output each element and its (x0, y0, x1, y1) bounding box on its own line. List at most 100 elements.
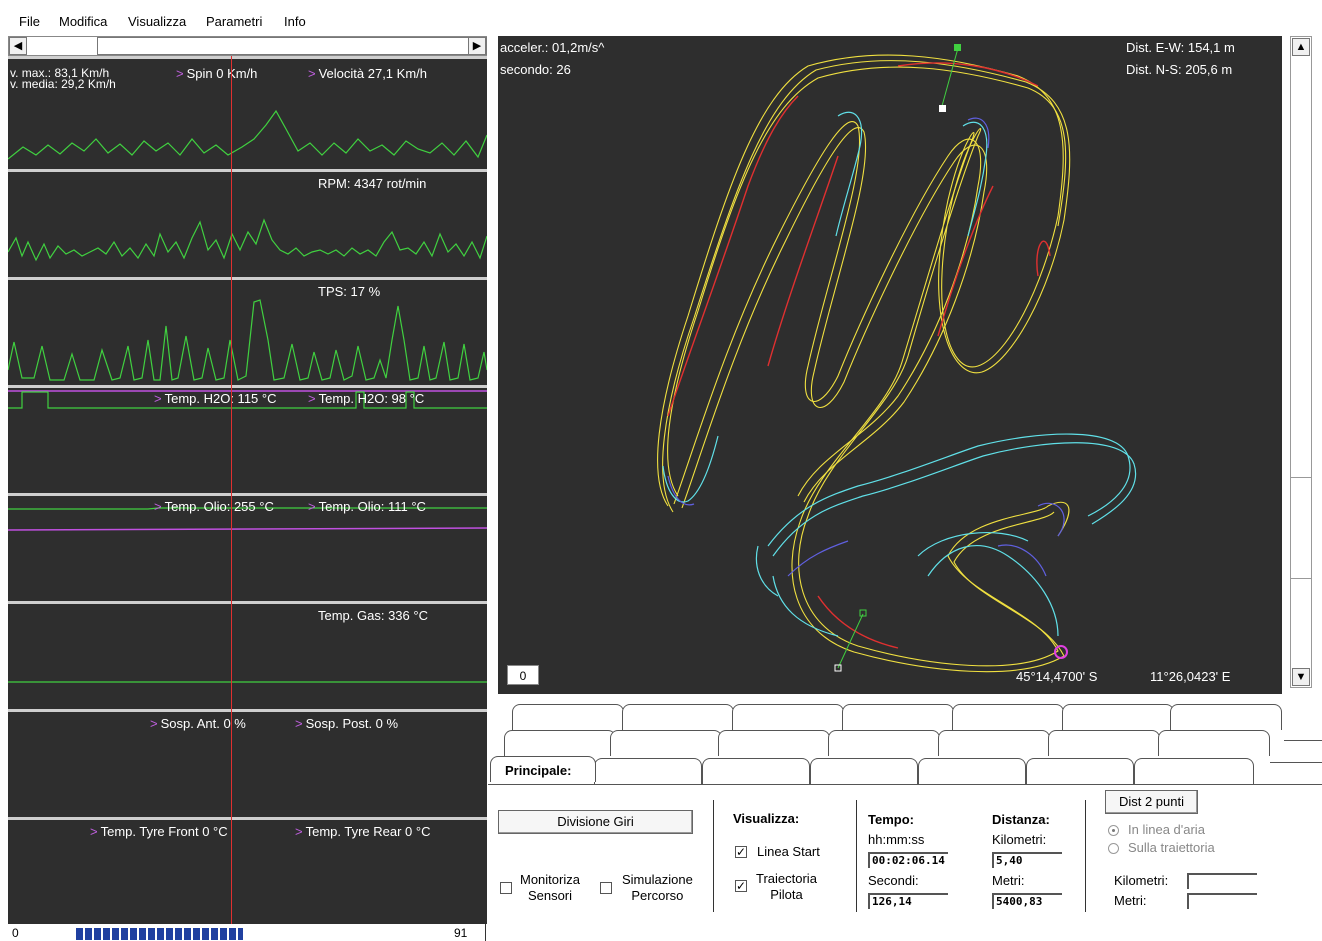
tab[interactable] (504, 730, 616, 756)
tab[interactable] (828, 730, 940, 756)
menu-info[interactable]: Info (284, 14, 306, 29)
metri-label: Metri: (992, 873, 1025, 888)
tab[interactable] (918, 758, 1026, 784)
sosp-panel: > Sosp. Ant. 0 % > Sosp. Post. 0 % (8, 709, 487, 817)
monitorizza-label: Monitoriza Sensori (520, 872, 580, 903)
in-linea-radio[interactable] (1108, 825, 1119, 836)
simulazione-checkbox[interactable] (600, 882, 612, 894)
horizontal-scrollbar[interactable]: ◀ ▶ (8, 36, 487, 56)
secondi-label: Secondi: (868, 873, 919, 888)
vmedia-label: v. media: 29,2 Km/h (10, 77, 116, 91)
tps-panel: TPS: 17 % (8, 277, 487, 385)
dist-ew-readout: Dist. E-W: 154,1 m (1126, 40, 1235, 55)
h2o-label-a: > Temp. H2O: 115 °C (154, 391, 277, 406)
sulla-radio[interactable] (1108, 843, 1119, 854)
timeline-progress[interactable] (76, 928, 410, 940)
dist-2-punti-button[interactable]: Dist 2 punti (1105, 790, 1198, 814)
kilometri2-label: Kilometri: (1114, 873, 1169, 888)
simulazione-label: Simulazione Percorso (622, 872, 693, 903)
vscroll-thumb[interactable] (1291, 477, 1311, 579)
speed-panel: v. max.: 83,1 Km/h v. media: 29,2 Km/h >… (8, 56, 487, 169)
linea-start-checkbox[interactable]: ✓ (735, 845, 747, 859)
menu-parametri[interactable]: Parametri (206, 14, 263, 29)
sosp-label-b: > Sosp. Post. 0 % (295, 716, 399, 731)
tab-strip: Principale: (488, 704, 1322, 785)
tab[interactable] (1134, 758, 1254, 784)
tab[interactable] (732, 704, 844, 730)
timeline-end: 91 (454, 926, 468, 940)
olio-label-b: > Temp. Olio: 111 °C (308, 499, 426, 514)
track-trace (657, 44, 1137, 673)
kilometri2-field[interactable] (1187, 873, 1257, 889)
hhmmss-label: hh:mm:ss (868, 832, 925, 847)
metri-field[interactable]: 5400,83 (992, 893, 1062, 909)
divider (856, 800, 857, 912)
gas-signal (8, 681, 487, 683)
kilometri-label: Kilometri: (992, 832, 1047, 847)
scrollbar-thumb[interactable] (97, 37, 487, 55)
tab[interactable] (1158, 730, 1270, 756)
tab[interactable] (1048, 730, 1160, 756)
tab[interactable] (842, 704, 954, 730)
dist-ns-readout: Dist. N-S: 205,6 m (1126, 62, 1233, 77)
tab[interactable] (938, 730, 1050, 756)
menu-modifica[interactable]: Modifica (59, 14, 108, 29)
divider (713, 800, 714, 912)
secondo-readout: secondo: 26 (500, 62, 571, 77)
tab[interactable] (1062, 704, 1174, 730)
time-cursor[interactable] (231, 56, 232, 924)
tempo-heading: Tempo: (868, 812, 914, 827)
olio-label-a: > Temp. Olio: 255 °C (154, 499, 274, 514)
km-field[interactable]: 5,40 (992, 852, 1062, 868)
gas-panel: Temp. Gas: 336 °C (8, 601, 487, 709)
tab[interactable] (702, 758, 810, 784)
menu-bar: File Modifica Visualizza Parametri Info (0, 0, 1322, 34)
tab[interactable] (1026, 758, 1134, 784)
scroll-left-button[interactable]: ◀ (9, 37, 27, 55)
tyre-panel: > Temp. Tyre Front 0 °C > Temp. Tyre Rear … (8, 817, 487, 924)
tab-principale[interactable]: Principale: (490, 756, 596, 782)
track-map[interactable]: acceler.: 01,2m/s^ secondo: 26 Dist. E-W… (498, 36, 1282, 694)
divisione-giri-button[interactable]: Divisione Giri (498, 810, 693, 834)
tab[interactable] (610, 730, 722, 756)
tyre-label-b: > Temp. Tyre Rear 0 °C (295, 824, 431, 839)
zoom-box[interactable]: 0 (507, 665, 539, 685)
tab[interactable] (810, 758, 918, 784)
tempo-field[interactable]: 00:02:06.14 (868, 852, 948, 868)
spin-label: > Spin 0 Km/h (176, 66, 258, 81)
visualizza-heading: Visualizza: (733, 811, 800, 826)
speed-signal (8, 109, 487, 160)
metri2-field[interactable] (1187, 893, 1257, 909)
distanza-heading: Distanza: (992, 812, 1050, 827)
scroll-up-button[interactable]: ▲ (1292, 38, 1310, 56)
menu-file[interactable]: File (19, 14, 40, 29)
scroll-down-button[interactable]: ▼ (1292, 668, 1310, 686)
monitorizza-checkbox[interactable] (500, 882, 512, 894)
h2o-signal (8, 390, 487, 409)
tyre-label-a: > Temp. Tyre Front 0 °C (90, 824, 228, 839)
traiettoria-checkbox[interactable]: ✓ (735, 879, 747, 893)
tab[interactable] (952, 704, 1064, 730)
secondi-field[interactable]: 126,14 (868, 893, 948, 909)
rpm-signal (8, 218, 487, 262)
tab[interactable] (1170, 704, 1282, 730)
timeline-strip: 0 91 (8, 924, 487, 941)
tps-signal (8, 299, 487, 381)
menu-visualizza[interactable]: Visualizza (128, 14, 187, 29)
h2o-label-b: > Temp. H2O: 98 °C (308, 391, 425, 406)
vertical-scrollbar[interactable]: ▲ ▼ (1290, 36, 1312, 688)
tab[interactable] (594, 758, 702, 784)
rpm-label: RPM: 4347 rot/min (318, 176, 427, 191)
tab[interactable] (718, 730, 830, 756)
timeline-start: 0 (12, 926, 19, 940)
velocita-label: > Velocità 27,1 Km/h (308, 66, 427, 81)
tab[interactable] (622, 704, 734, 730)
tab[interactable] (512, 704, 624, 730)
linea-start-label: Linea Start (757, 844, 820, 859)
vmax-label: v. max.: 83,1 Km/h (10, 66, 110, 80)
olio-panel: > Temp. Olio: 255 °C > Temp. Olio: 111 °C (8, 493, 487, 601)
scroll-right-button[interactable]: ▶ (468, 37, 486, 55)
olio-signal (8, 507, 487, 531)
traiettoria-label: Traiectoria Pilota (756, 871, 817, 902)
metri2-label: Metri: (1114, 893, 1147, 908)
